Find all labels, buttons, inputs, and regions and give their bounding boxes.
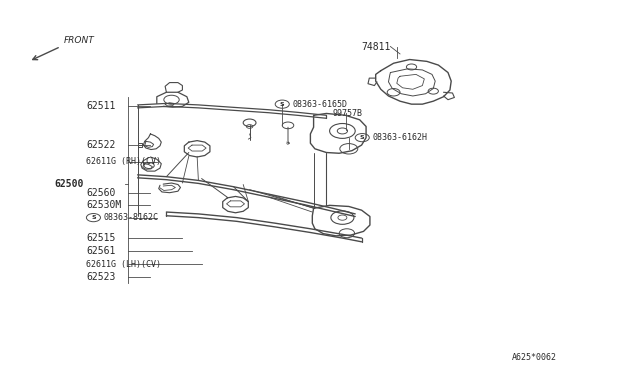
Text: 62530M: 62530M [86, 200, 122, 209]
Text: 08363-6165D: 08363-6165D [292, 100, 348, 109]
Text: 62511: 62511 [86, 101, 116, 111]
Text: 62515: 62515 [86, 233, 116, 243]
Text: 62500: 62500 [54, 179, 84, 189]
Text: S: S [280, 102, 285, 107]
Text: 62560: 62560 [86, 189, 116, 198]
Text: FRONT: FRONT [64, 36, 95, 45]
Text: 62561: 62561 [86, 246, 116, 256]
Text: 08363-8162C: 08363-8162C [104, 213, 159, 222]
Text: S: S [91, 215, 96, 220]
Text: S: S [360, 135, 365, 140]
Text: 99757B: 99757B [333, 109, 363, 118]
Text: 62522: 62522 [86, 140, 116, 150]
Text: 74811: 74811 [362, 42, 391, 51]
Text: A625*0062: A625*0062 [512, 353, 557, 362]
Text: 08363-6162H: 08363-6162H [372, 133, 428, 142]
Text: 62523: 62523 [86, 272, 116, 282]
Text: 62611G (RH)(CV): 62611G (RH)(CV) [86, 157, 161, 166]
Text: 62611G (LH)(CV): 62611G (LH)(CV) [86, 260, 161, 269]
